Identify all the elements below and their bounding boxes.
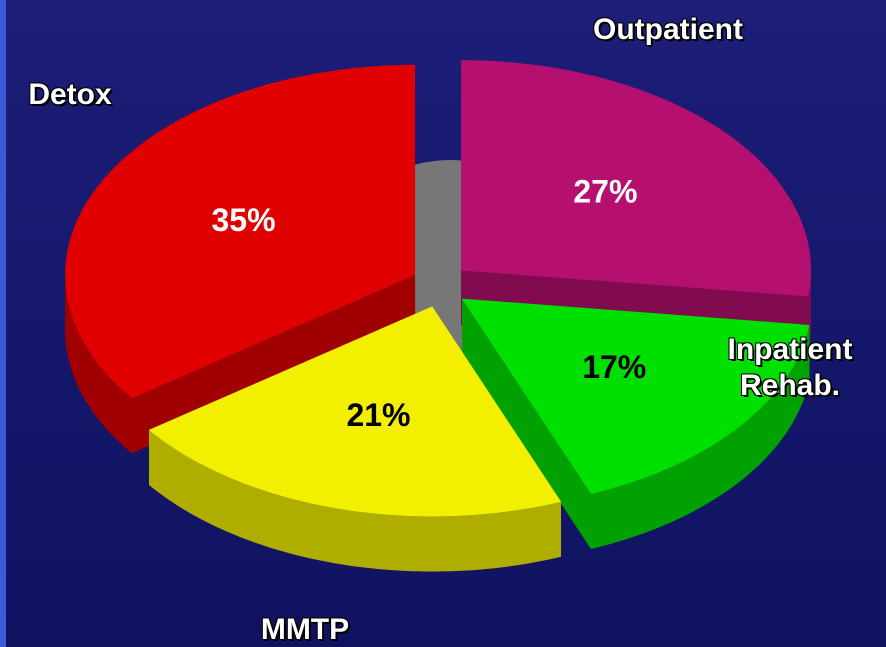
slice-wall bbox=[591, 325, 810, 549]
value-label: 27% bbox=[573, 173, 637, 209]
category-label: Detox bbox=[28, 78, 112, 111]
category-label: Outpatient bbox=[593, 13, 743, 46]
slice-wall-shade bbox=[65, 274, 132, 454]
slice bbox=[149, 306, 561, 517]
slice-wall bbox=[65, 274, 132, 454]
slice bbox=[462, 298, 810, 494]
slice-radial-side-shade bbox=[462, 298, 591, 549]
category-label: MMTP bbox=[260, 613, 350, 646]
slice bbox=[461, 60, 811, 297]
slice bbox=[65, 64, 416, 399]
slice-wall-shade bbox=[591, 325, 810, 549]
side-bar bbox=[0, 0, 6, 647]
slice-radial-side bbox=[462, 298, 591, 549]
value-label: 17% bbox=[582, 349, 646, 385]
slice-wall-shade bbox=[149, 429, 561, 572]
value-label: 21% bbox=[346, 397, 410, 433]
slice-wall bbox=[149, 429, 561, 572]
value-label: 35% bbox=[212, 202, 276, 238]
category-label: Inpatient Rehab. bbox=[727, 333, 853, 402]
